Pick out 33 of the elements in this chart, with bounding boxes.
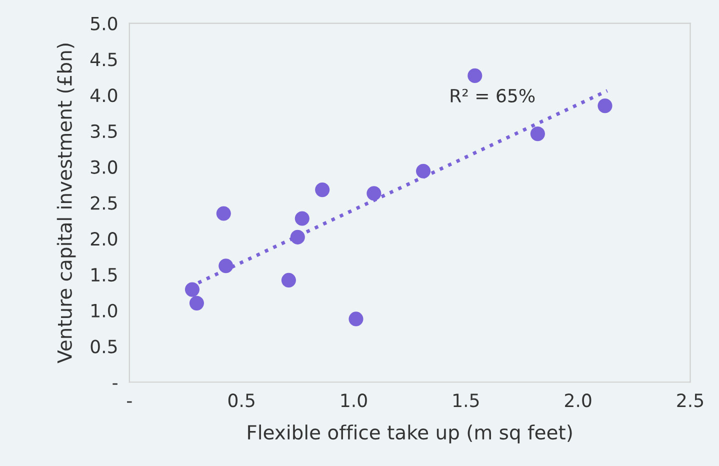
x-tick-label: 0.5 bbox=[228, 394, 254, 408]
point bbox=[184, 282, 200, 297]
y-tick-label: 3.5 bbox=[90, 124, 117, 138]
x-tick-label: 2.5 bbox=[677, 394, 704, 408]
y-tick-label: 4.5 bbox=[90, 52, 117, 66]
point bbox=[290, 230, 305, 244]
y-tick-label: - bbox=[112, 383, 118, 385]
point bbox=[216, 206, 231, 221]
annotation: R² = 65% bbox=[450, 88, 535, 102]
point bbox=[598, 98, 612, 114]
point bbox=[189, 296, 204, 310]
y-axis-title: Venture capital investment (£bn) bbox=[56, 44, 76, 364]
point bbox=[468, 68, 482, 83]
point bbox=[530, 126, 545, 142]
point bbox=[348, 312, 364, 326]
x-tick-label: 1.0 bbox=[341, 394, 367, 408]
y-tick-label: 1.5 bbox=[92, 268, 117, 282]
y-tick-label: 0.5 bbox=[90, 340, 117, 354]
x-tick-label: 2.0 bbox=[565, 394, 592, 408]
x-axis-title: Flexible office take up (m sq feet) bbox=[248, 424, 572, 444]
point bbox=[281, 272, 296, 288]
point bbox=[416, 164, 431, 178]
y-tick-label: 3.0 bbox=[90, 160, 118, 174]
x-tick-label: 1.5 bbox=[454, 394, 479, 408]
point bbox=[218, 258, 234, 274]
y-tick-label: 2.0 bbox=[90, 232, 118, 246]
point bbox=[315, 182, 330, 198]
y-tick-label: 4.0 bbox=[90, 88, 118, 102]
y-tick-label: 1.0 bbox=[92, 304, 118, 318]
point bbox=[294, 211, 310, 226]
y-tick-label: 2.5 bbox=[90, 196, 117, 210]
y-tick-label: 5.0 bbox=[90, 16, 118, 30]
point bbox=[366, 186, 382, 201]
